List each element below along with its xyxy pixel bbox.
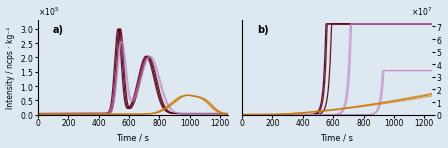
Text: a): a) bbox=[53, 25, 64, 35]
Text: b): b) bbox=[257, 25, 269, 35]
X-axis label: Time / s: Time / s bbox=[320, 133, 353, 142]
X-axis label: Time / s: Time / s bbox=[116, 133, 149, 142]
Y-axis label: Intensity / ncps · kg⁻¹: Intensity / ncps · kg⁻¹ bbox=[5, 26, 14, 109]
